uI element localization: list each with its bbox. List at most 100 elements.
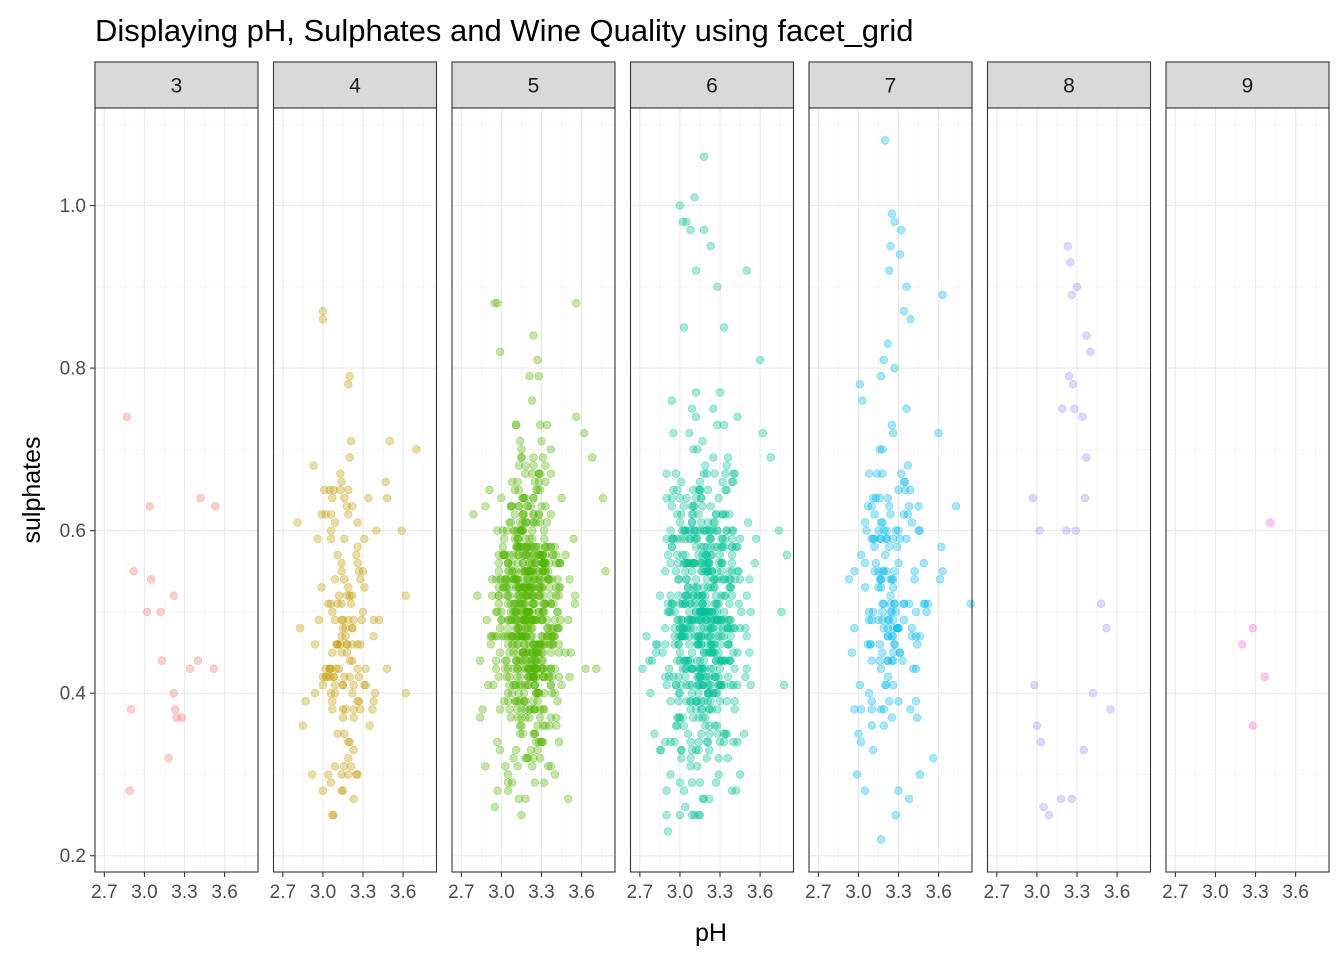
data-point xyxy=(531,640,541,649)
data-point xyxy=(711,656,721,665)
data-point xyxy=(493,632,502,641)
data-point xyxy=(521,567,530,576)
data-point xyxy=(710,599,719,608)
facet-strip xyxy=(272,61,438,109)
data-point xyxy=(715,697,725,706)
data-point xyxy=(706,542,715,552)
data-point xyxy=(513,697,522,706)
data-point xyxy=(518,550,527,560)
data-point xyxy=(714,558,723,568)
data-point xyxy=(519,697,529,706)
data-point xyxy=(509,680,518,690)
data-point xyxy=(717,615,726,625)
data-point xyxy=(338,705,348,714)
data-point xyxy=(727,477,737,487)
data-point xyxy=(709,648,718,657)
data-point xyxy=(360,534,369,543)
data-point xyxy=(517,599,526,608)
data-point xyxy=(867,502,876,511)
data-point xyxy=(522,648,531,657)
data-point xyxy=(693,697,702,706)
data-point xyxy=(697,607,706,617)
data-point xyxy=(513,575,522,584)
data-point xyxy=(549,632,558,641)
facet-strip-label: 3 xyxy=(171,75,183,98)
data-point xyxy=(546,591,556,600)
data-point xyxy=(499,550,509,560)
data-point xyxy=(911,664,921,673)
data-point xyxy=(493,786,502,795)
data-point xyxy=(673,510,682,519)
data-point xyxy=(505,591,514,600)
data-point xyxy=(353,770,362,779)
data-point xyxy=(514,461,523,470)
data-point xyxy=(546,664,556,673)
data-point xyxy=(713,688,722,698)
data-point xyxy=(705,680,714,690)
data-point xyxy=(714,680,723,690)
data-point xyxy=(655,591,665,600)
data-point xyxy=(699,656,709,665)
data-point xyxy=(497,607,506,617)
data-point xyxy=(709,575,718,584)
data-point xyxy=(515,615,525,625)
data-point xyxy=(907,518,917,527)
data-point xyxy=(719,656,729,665)
data-point xyxy=(513,762,522,771)
data-point xyxy=(521,656,530,665)
data-point xyxy=(513,607,522,617)
data-point xyxy=(523,591,533,600)
data-point xyxy=(513,664,522,673)
data-point xyxy=(529,550,538,560)
data-point xyxy=(494,583,503,592)
data-point xyxy=(686,526,695,535)
data-point xyxy=(883,615,892,625)
y-tick-label: 0.6 xyxy=(60,521,86,542)
data-point xyxy=(664,607,674,617)
data-point xyxy=(882,567,891,576)
data-point xyxy=(530,680,539,690)
data-point xyxy=(650,729,659,738)
data-point xyxy=(515,672,525,682)
data-point xyxy=(526,656,535,665)
data-point xyxy=(511,575,521,584)
data-point xyxy=(703,567,713,576)
data-point xyxy=(689,510,698,519)
data-point xyxy=(535,705,545,714)
data-point xyxy=(543,762,553,771)
data-point xyxy=(910,575,919,584)
data-point xyxy=(896,469,906,478)
data-point xyxy=(538,664,548,673)
data-point xyxy=(539,640,549,649)
data-point xyxy=(489,680,498,690)
data-point xyxy=(677,680,686,690)
data-point xyxy=(671,680,681,690)
data-point xyxy=(914,502,923,511)
data-point xyxy=(334,591,344,600)
data-point xyxy=(702,575,711,584)
data-point xyxy=(553,607,562,617)
data-point xyxy=(529,648,538,657)
data-point xyxy=(534,607,543,617)
data-point xyxy=(521,599,530,608)
data-point xyxy=(710,721,719,730)
data-point xyxy=(1082,331,1091,340)
data-point xyxy=(904,502,914,511)
data-point xyxy=(529,697,538,706)
data-point xyxy=(691,607,701,617)
x-axis-title: pH xyxy=(695,919,727,947)
data-point xyxy=(709,688,718,698)
data-point xyxy=(531,656,541,665)
data-point xyxy=(884,502,894,511)
data-point xyxy=(713,526,722,535)
data-point xyxy=(667,542,677,552)
data-point xyxy=(358,567,368,576)
data-point xyxy=(523,607,533,617)
data-point xyxy=(502,575,511,584)
data-point xyxy=(523,607,533,617)
data-point xyxy=(511,599,521,608)
data-point xyxy=(888,615,898,625)
data-point xyxy=(709,583,718,592)
data-point xyxy=(890,640,899,649)
data-point xyxy=(667,502,677,511)
